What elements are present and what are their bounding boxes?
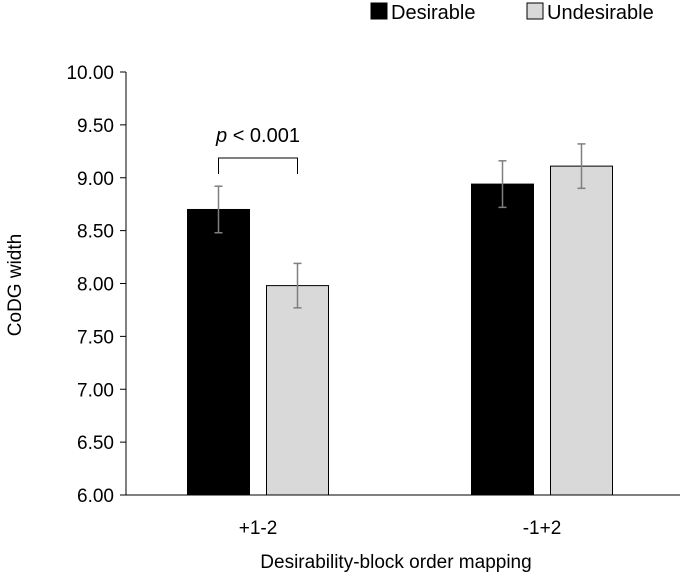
- y-tick-label: 8.00: [77, 275, 114, 296]
- bar-undesirable-0: [266, 285, 329, 496]
- legend-swatch-desirable: [370, 2, 388, 20]
- significance-bracket: [218, 157, 298, 174]
- y-tick-label: 6.50: [77, 433, 114, 454]
- bar-desirable-0: [187, 208, 250, 496]
- error-bars: [214, 143, 586, 309]
- x-axis-title: Desirability-block order mapping: [260, 552, 531, 573]
- y-tick-label: 7.50: [77, 327, 114, 348]
- bar-desirable-1: [471, 183, 534, 496]
- bar-series: [187, 165, 613, 496]
- y-tick-label: 7.00: [77, 380, 114, 401]
- legend-swatch-undesirable: [526, 2, 544, 20]
- x-axis: +1-2 -1+2: [126, 494, 680, 539]
- y-tick-label: 10.00: [66, 63, 114, 84]
- legend-label-desirable: Desirable: [391, 2, 475, 24]
- y-tick-label: 9.00: [77, 169, 114, 190]
- y-tick-label: 9.50: [77, 116, 114, 137]
- legend: Desirable Undesirable: [370, 2, 654, 24]
- y-tick-label: 6.00: [77, 486, 114, 507]
- x-tick-label: -1+2: [523, 518, 562, 539]
- x-tick-label: +1-2: [239, 518, 278, 539]
- y-axis-title: CoDG width: [5, 234, 26, 336]
- y-axis: 6.00 6.50 7.00 7.50 8.00 8.50 9.00 9.50 10.00: [66, 63, 127, 507]
- p-value-label: p < 0.001: [215, 125, 300, 147]
- y-tick-label: 8.50: [77, 222, 114, 243]
- significance-annotations: p < 0.001: [215, 125, 300, 174]
- bar-undesirable-1: [550, 165, 613, 496]
- legend-label-undesirable: Undesirable: [547, 2, 654, 24]
